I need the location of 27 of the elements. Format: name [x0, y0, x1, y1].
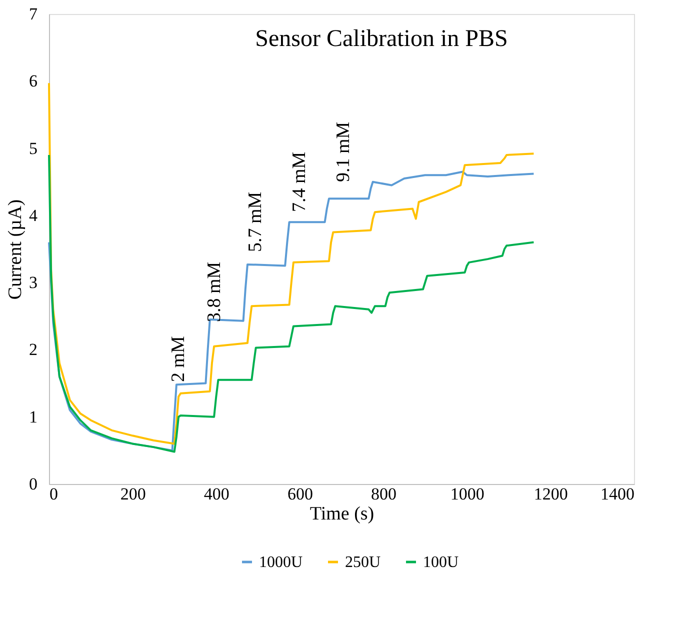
- x-tick-label: 200: [120, 484, 146, 504]
- x-tick-label: 400: [204, 484, 230, 504]
- y-tick-label: 7: [29, 4, 38, 24]
- x-tick-label: 0: [50, 484, 58, 504]
- legend-label: 1000U: [259, 554, 303, 571]
- x-tick-label: 600: [287, 484, 313, 504]
- y-tick-label: 6: [29, 72, 38, 91]
- x-tick-label: 1200: [534, 484, 568, 504]
- annotation: 2 mM: [168, 336, 189, 382]
- y-tick-label: 2: [29, 340, 38, 360]
- y-tick-label: 5: [29, 138, 38, 158]
- y-axis-title: Current (µA): [5, 199, 26, 300]
- line-series: [48, 82, 535, 445]
- y-tick-label: 3: [29, 273, 38, 292]
- text: Sensor Calibration in PBS: [255, 26, 508, 52]
- x-tick-label: 1000: [450, 484, 484, 504]
- legend-label: 100U: [423, 554, 459, 571]
- x-axis-title: Time (s): [310, 504, 374, 524]
- y-tick-label: 4: [29, 206, 38, 225]
- annotation: 7.4 mM: [289, 152, 310, 212]
- y-tick-label: 1: [29, 407, 38, 426]
- annotation: 9.1 mM: [333, 122, 354, 182]
- annotation: 3.8 mM: [204, 262, 225, 322]
- x-tick-label: 800: [371, 484, 397, 504]
- legend-label: 250U: [345, 554, 381, 571]
- annotation: 5.7 mM: [245, 192, 266, 252]
- x-tick-label: 1400: [600, 484, 634, 504]
